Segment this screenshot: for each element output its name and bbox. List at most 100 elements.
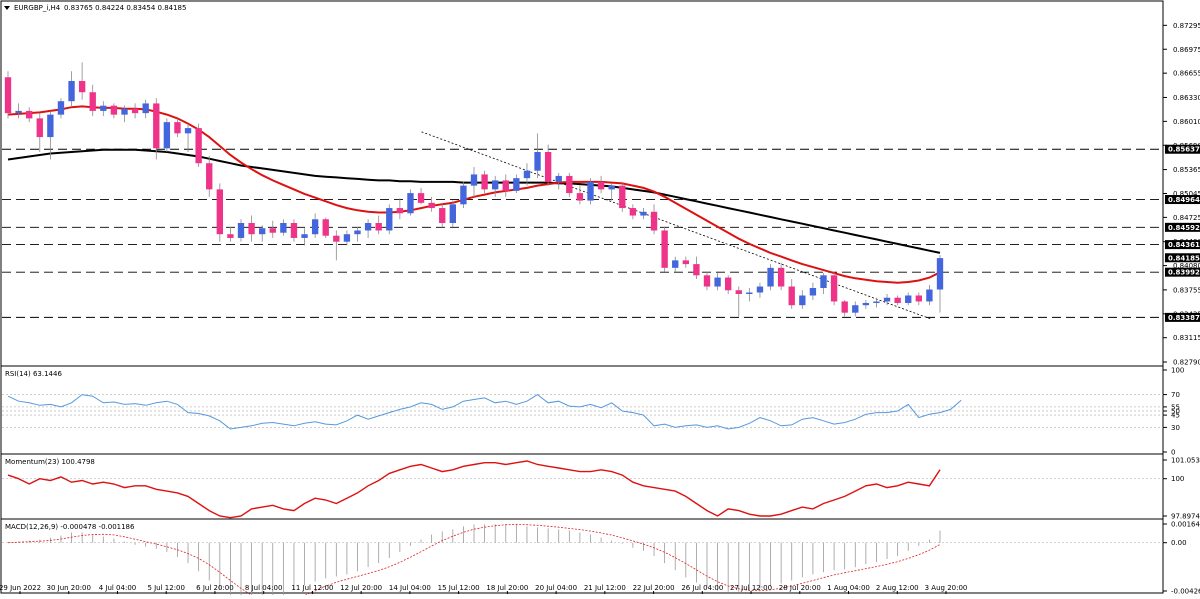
x-tick-label: 27 Jul 12:00 bbox=[730, 584, 772, 592]
x-tick-label: 30 Jun 20:00 bbox=[47, 584, 91, 592]
candle-body bbox=[428, 202, 435, 209]
x-tick-label: 11 Jul 12:00 bbox=[291, 584, 333, 592]
y-tick-label: 0.86975 bbox=[1173, 46, 1200, 54]
candle-body bbox=[26, 110, 33, 119]
x-tick-label: 18 Jul 20:00 bbox=[486, 584, 528, 592]
candle-body bbox=[883, 297, 891, 302]
x-tick-label: 29 Jun 2022 bbox=[0, 584, 41, 592]
candle-body bbox=[407, 193, 414, 214]
candle-body bbox=[184, 128, 192, 134]
x-tick-label: 12 Jul 20:00 bbox=[340, 584, 382, 592]
candle-body bbox=[354, 230, 361, 235]
rsi-tick-label: 55 bbox=[1171, 403, 1180, 411]
candle-body bbox=[68, 81, 75, 102]
candle-body bbox=[926, 289, 933, 302]
x-tick-label: 1 Aug 04:00 bbox=[827, 584, 870, 592]
ohlc-readout: 0.83765 0.84224 0.83454 0.84185 bbox=[64, 4, 186, 12]
candle-body bbox=[174, 122, 181, 134]
macd-tick-label: 0.00 bbox=[1171, 539, 1187, 547]
rsi-tick-label: 100 bbox=[1171, 367, 1184, 375]
x-tick-label: 22 Jul 20:00 bbox=[633, 584, 675, 592]
candle-body bbox=[481, 174, 488, 190]
candle-body bbox=[163, 122, 171, 149]
price-level-label: 0.84964 bbox=[1168, 196, 1200, 204]
x-tick-label: 15 Jul 12:00 bbox=[438, 584, 480, 592]
candle-body bbox=[544, 152, 552, 182]
y-tick-label: 0.84080 bbox=[1173, 262, 1200, 270]
candle-body bbox=[206, 163, 213, 190]
candle-body bbox=[57, 101, 65, 115]
candle-body bbox=[470, 174, 478, 186]
momentum-tick-label: 100 bbox=[1171, 475, 1184, 483]
candle-body bbox=[809, 288, 817, 296]
y-tick-label: 0.85365 bbox=[1173, 166, 1200, 174]
candle-body bbox=[735, 290, 742, 294]
rsi-tick-label: 70 bbox=[1171, 391, 1180, 399]
candle-body bbox=[608, 185, 615, 190]
candle-body bbox=[640, 211, 647, 216]
candle-body bbox=[237, 223, 245, 238]
candle-body bbox=[110, 105, 118, 115]
x-tick-label: 2 Aug 12:00 bbox=[876, 584, 919, 592]
x-tick-label: 6 Jul 20:00 bbox=[196, 584, 234, 592]
price-level-box bbox=[1165, 195, 1200, 205]
candle-body bbox=[682, 260, 689, 265]
candle-body bbox=[830, 275, 838, 302]
x-tick-label: 4 Jul 04:00 bbox=[99, 584, 137, 592]
candle-body bbox=[523, 170, 531, 179]
candle-body bbox=[142, 103, 149, 114]
candle-body bbox=[259, 228, 266, 235]
rsi-tick-label: 45 bbox=[1171, 412, 1180, 420]
x-tick-label: 14 Jul 04:00 bbox=[389, 584, 431, 592]
y-tick-label: 0.83115 bbox=[1173, 334, 1200, 342]
candle-body bbox=[502, 180, 509, 191]
candle-body bbox=[566, 175, 573, 194]
candle-body bbox=[375, 223, 382, 231]
price-level-box bbox=[1165, 240, 1200, 250]
candle-body bbox=[227, 234, 234, 238]
x-tick-label: 3 Aug 20:00 bbox=[925, 584, 968, 592]
candle-body bbox=[650, 211, 658, 231]
y-tick-label: 0.85045 bbox=[1173, 190, 1200, 198]
y-tick-label: 0.86655 bbox=[1173, 70, 1200, 78]
candle-body bbox=[576, 193, 584, 201]
candle-body bbox=[121, 108, 128, 115]
dropdown-arrow-icon[interactable] bbox=[4, 6, 10, 10]
candle-body bbox=[333, 235, 340, 242]
candle-body bbox=[47, 114, 54, 138]
candle-body bbox=[756, 286, 764, 293]
candle-body bbox=[905, 295, 912, 303]
momentum-tick-label: 97.8974 bbox=[1171, 513, 1200, 521]
y-tick-label: 0.83755 bbox=[1173, 286, 1200, 294]
macd-title: MACD(12,26,9) -0.000478 -0.001186 bbox=[5, 523, 135, 531]
candle-body bbox=[597, 181, 605, 190]
candle-body bbox=[619, 185, 626, 209]
candle-body bbox=[4, 77, 12, 114]
candle-body bbox=[311, 219, 319, 235]
price-level-box bbox=[1165, 253, 1200, 263]
candle-body bbox=[555, 175, 562, 182]
candle-body bbox=[460, 185, 467, 205]
candle-body bbox=[693, 264, 700, 276]
candle-body bbox=[915, 295, 922, 302]
macd-panel bbox=[0, 518, 1164, 594]
candle-body bbox=[703, 275, 711, 287]
price-level-box bbox=[1165, 144, 1200, 154]
rsi-tick-label: 0 bbox=[1171, 449, 1175, 457]
x-tick-label: 20 Jul 04:00 bbox=[535, 584, 577, 592]
x-tick-label: 28 Jul 20:00 bbox=[779, 584, 821, 592]
macd-signal-line bbox=[7, 523, 941, 599]
candle-body bbox=[873, 301, 880, 303]
rsi-tick-label: 30 bbox=[1171, 424, 1180, 432]
trendline bbox=[421, 131, 933, 320]
candle-body bbox=[799, 295, 806, 306]
candle-body bbox=[767, 267, 774, 287]
price-level-label: 0.83992 bbox=[1168, 269, 1200, 277]
momentum-line bbox=[7, 460, 941, 519]
candle-body bbox=[195, 128, 202, 164]
candle-body bbox=[672, 260, 679, 268]
main-title: EURGBP_i,H4 bbox=[14, 4, 61, 12]
rsi-panel bbox=[0, 365, 1164, 455]
candle-body bbox=[714, 277, 721, 287]
candle-body bbox=[629, 208, 637, 216]
